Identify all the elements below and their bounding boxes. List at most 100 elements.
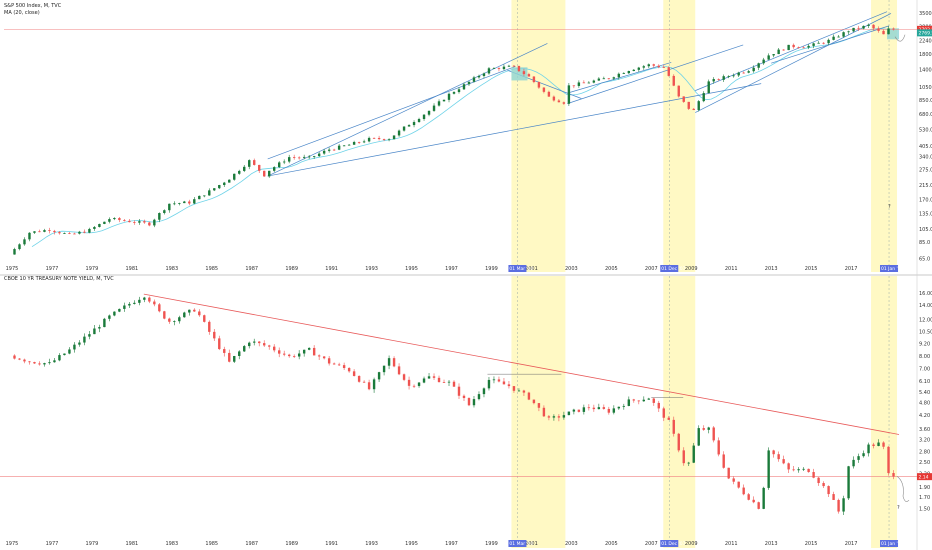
candle-body — [752, 67, 755, 72]
candle-body — [108, 315, 111, 319]
candle-body — [757, 63, 760, 68]
y-tick-label: 1.70 — [919, 495, 930, 501]
candle-body — [447, 381, 451, 383]
x-tick-label: 2009 — [685, 266, 698, 272]
candle-body — [797, 47, 800, 48]
candle-body — [652, 64, 655, 66]
x-tick-label: 1983 — [165, 266, 178, 272]
candle-body — [587, 82, 591, 84]
top-question-mark: ? — [888, 204, 891, 210]
candle-body — [63, 233, 66, 234]
candle-body — [467, 81, 471, 85]
event-date-tag: 01 Jan '19 — [881, 266, 904, 272]
candle-body — [467, 398, 471, 406]
trend-line-red — [143, 293, 900, 435]
trendline-layer — [0, 11, 917, 502]
candle-body — [742, 487, 745, 495]
candle-body — [58, 355, 61, 361]
top-price-tag-2-bg — [917, 29, 932, 37]
x-tick-label: 1995 — [405, 266, 418, 272]
y-tick-label: 850.0 — [919, 98, 932, 104]
candle-body — [647, 64, 650, 67]
candle-body — [592, 407, 596, 410]
candle-body — [427, 376, 431, 379]
candle-body — [442, 99, 446, 102]
candle-body — [297, 353, 301, 357]
candle-body — [73, 233, 76, 235]
candle-body — [732, 75, 735, 77]
candle-body — [133, 302, 136, 304]
candle-body — [557, 416, 561, 418]
candle-body — [148, 222, 151, 226]
candle-body — [817, 42, 820, 44]
candle-body — [397, 366, 401, 375]
candle-body — [522, 390, 526, 393]
candle-body — [657, 65, 660, 68]
candle-body — [263, 343, 266, 346]
candle-body — [317, 153, 321, 157]
candle-body — [547, 416, 551, 418]
y-tick-label: 405.0 — [919, 144, 932, 150]
candle-body — [88, 228, 91, 233]
candle-body — [352, 371, 356, 376]
x-tick-label: 1997 — [445, 541, 458, 547]
y-tick-label: 2.80 — [919, 450, 930, 456]
candle-body — [457, 89, 461, 93]
x-tick-label: 1977 — [46, 541, 59, 547]
candle-body — [732, 478, 735, 482]
candle-body — [692, 445, 695, 463]
candle-body — [622, 405, 626, 407]
candle-body — [677, 433, 680, 451]
y-tick-label: 8.00 — [919, 354, 930, 360]
candle-body — [807, 45, 810, 48]
candle-body — [58, 232, 61, 234]
candle-body — [53, 360, 56, 363]
y-tick-label: 4.80 — [919, 401, 930, 407]
candle-body — [857, 27, 860, 29]
candle-body — [677, 85, 680, 97]
candle-body — [422, 114, 426, 120]
candle-body — [632, 399, 636, 401]
candle-body — [93, 328, 96, 335]
candle-body — [557, 100, 561, 103]
x-tick-label: 2007 — [645, 266, 658, 272]
candle-body — [347, 368, 351, 372]
candle-body — [292, 356, 296, 357]
candle-body — [163, 210, 166, 214]
candle-body — [862, 25, 865, 29]
y-tick-label: 530.0 — [919, 127, 932, 133]
candle-body — [183, 201, 186, 204]
candle-body — [68, 349, 71, 354]
event-date-tag: 01 Dec '07 — [661, 266, 685, 272]
top-price-tag-2: 2769.5 — [919, 31, 932, 37]
candle-body — [268, 170, 271, 177]
candle-body — [407, 379, 411, 386]
highlight-box — [511, 67, 528, 81]
y-tick-label: 3500.0 — [919, 11, 932, 17]
candle-body — [542, 87, 546, 92]
candle-body — [258, 164, 261, 171]
candle-body — [442, 382, 446, 383]
candle-body — [667, 67, 670, 76]
y-tick-label: 9.20 — [919, 341, 930, 347]
candle-body — [123, 305, 126, 309]
candle-body — [737, 72, 740, 76]
candle-body — [238, 170, 241, 174]
candle-body — [327, 149, 331, 151]
candle-body — [837, 36, 840, 38]
x-tick-label: 2007 — [645, 541, 658, 547]
candle-body — [502, 66, 506, 70]
candle-body — [487, 68, 491, 74]
candle-body — [357, 375, 361, 382]
candle-body — [747, 71, 750, 73]
candle-body — [253, 341, 256, 343]
candle-body — [402, 126, 406, 131]
candle-body — [512, 386, 516, 391]
candle-body — [143, 297, 146, 300]
trend-line — [695, 13, 892, 113]
candle-body — [712, 427, 715, 441]
candle-body — [38, 231, 41, 233]
candle-body — [83, 231, 86, 233]
candle-body — [188, 309, 191, 313]
event-date-tag-bg — [508, 265, 527, 272]
